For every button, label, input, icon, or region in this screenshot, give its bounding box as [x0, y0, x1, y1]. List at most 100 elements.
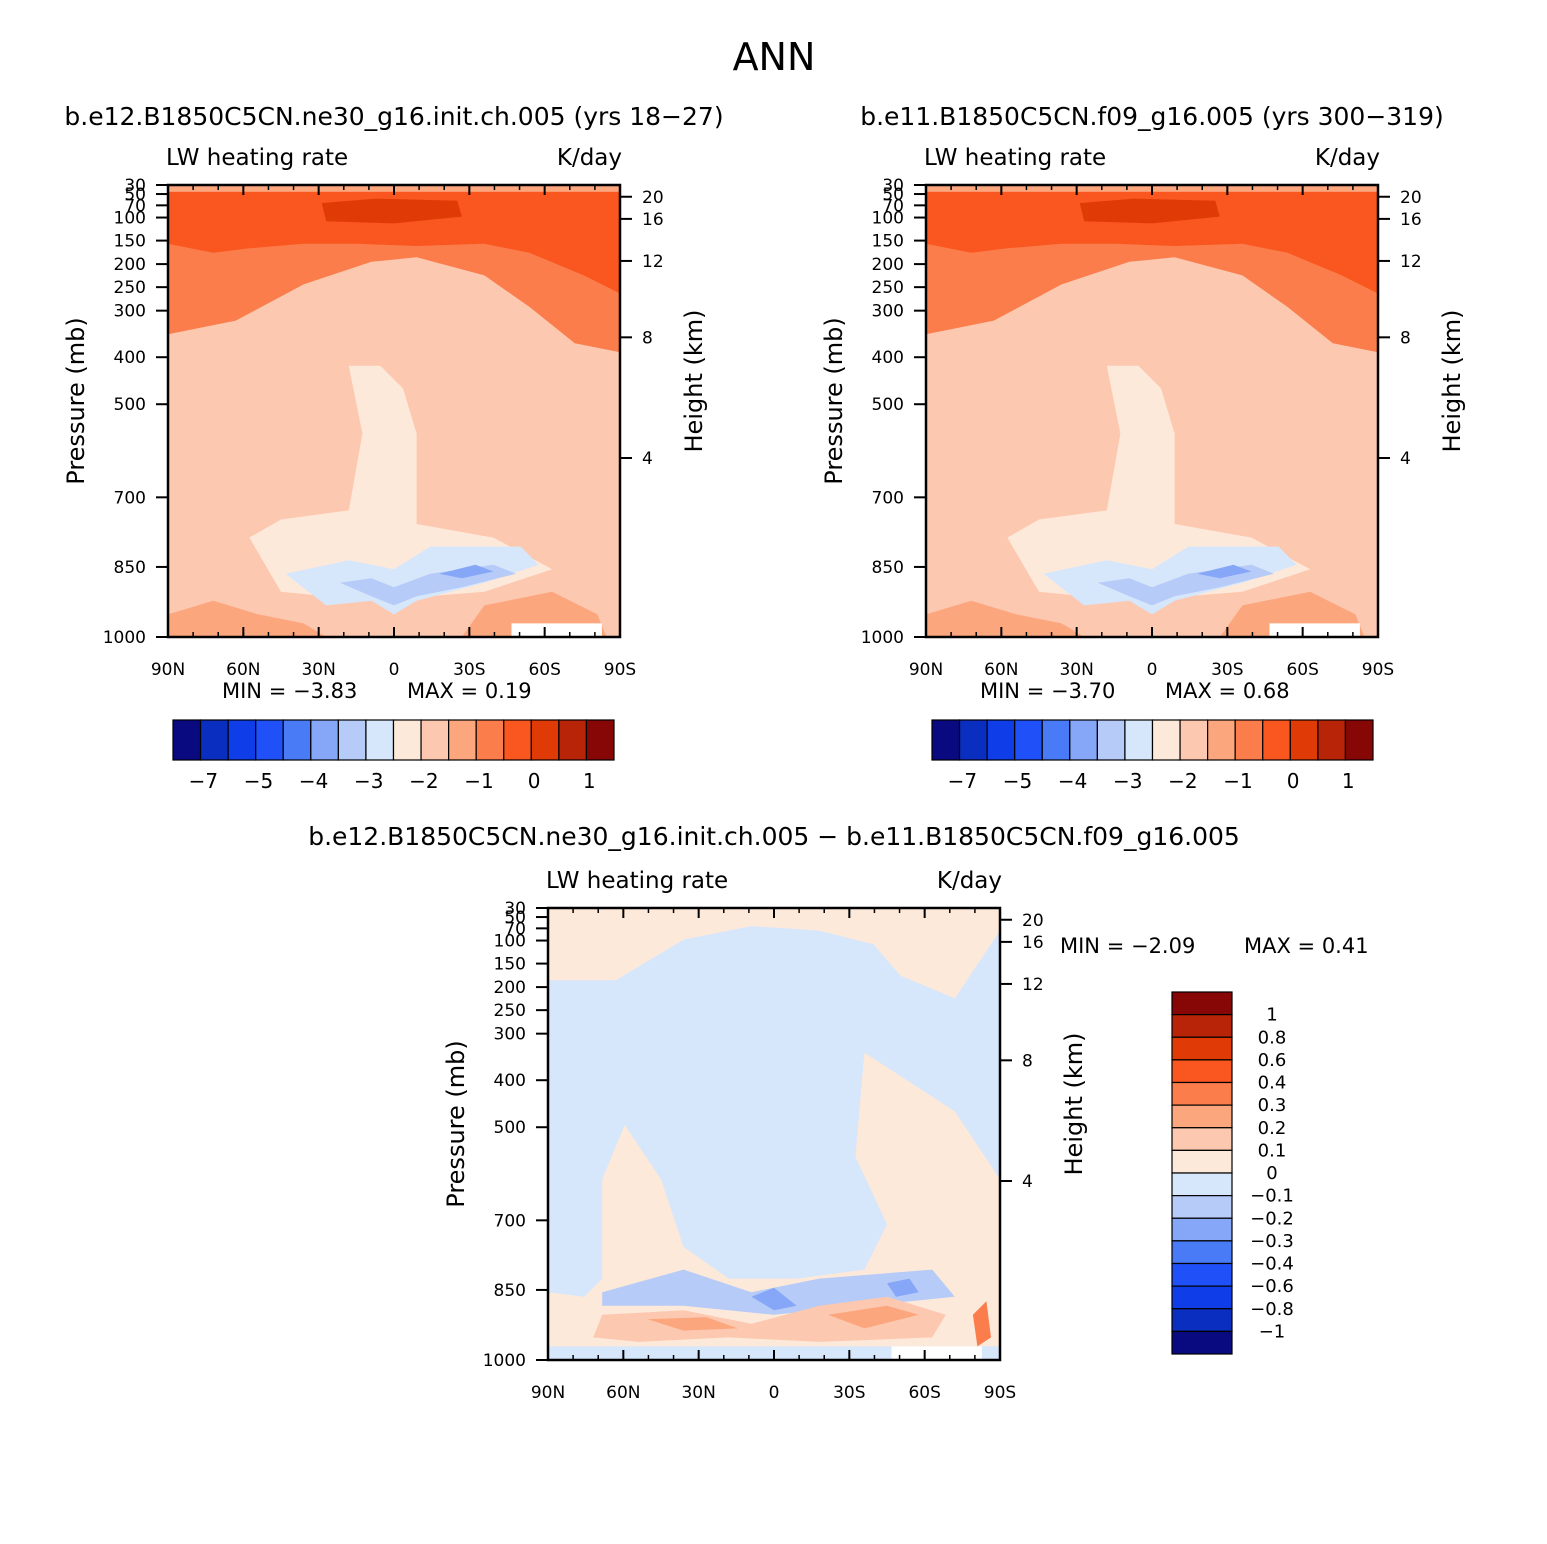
colorbar-swatch — [1171, 1195, 1233, 1219]
y-tick-label: 30 — [124, 176, 146, 196]
min-value: MIN = −2.09 — [1060, 934, 1195, 958]
y-tick-label: 70 — [504, 919, 526, 939]
max-value: MAX = 0.68 — [1165, 679, 1290, 703]
left-label: LW heating rate — [166, 145, 348, 171]
y-axis-title-right: Height (km) — [680, 310, 708, 453]
panel-difference: 90N 60N 30N 0 30S 60S 90S305070100150200250300… — [308, 822, 1368, 1403]
left-label: LW heating rate — [924, 145, 1106, 171]
contour-region — [548, 926, 1000, 1297]
min-value: MIN = −3.83 — [222, 679, 357, 703]
colorbar-swatch — [227, 719, 257, 761]
colorbar-label: −0.4 — [1250, 1254, 1294, 1275]
colorbar-label: 0.6 — [1258, 1050, 1287, 1071]
colorbar-swatch — [337, 719, 367, 761]
colorbar-swatch — [1171, 1149, 1233, 1174]
colorbar-swatch — [1171, 1172, 1233, 1197]
colorbar-swatch — [255, 719, 284, 761]
contour-region — [285, 546, 539, 615]
contour-region — [828, 1305, 919, 1329]
x-tick-label: 30N — [301, 660, 335, 680]
y-tick-label: 30 — [882, 176, 904, 196]
y-tick-label: 250 — [494, 1001, 526, 1021]
colorbar-swatch — [931, 719, 961, 761]
y-right-tick-label: 4 — [1400, 449, 1411, 469]
contour-region — [1197, 564, 1252, 579]
colorbar-label: −0.1 — [1250, 1186, 1294, 1207]
y-tick-label: 50 — [882, 185, 904, 205]
colorbar-label: −1 — [1259, 1321, 1286, 1342]
y-tick-label: 100 — [114, 209, 146, 229]
y-tick-label: 30 — [504, 899, 526, 919]
colorbar-label: −2 — [1168, 769, 1197, 793]
contour-region — [926, 191, 1378, 294]
colorbar-swatch — [1171, 1104, 1233, 1129]
colorbar-swatch — [1317, 719, 1347, 761]
page-title: ANN — [733, 35, 816, 79]
colorbar-label: 0.8 — [1258, 1027, 1287, 1048]
colorbar-label: 1 — [1266, 1005, 1277, 1026]
colorbar-swatch — [172, 719, 202, 761]
colorbar-swatch — [530, 719, 560, 761]
colorbar-label: −7 — [948, 769, 977, 793]
colorbar-swatch — [199, 719, 229, 761]
max-value: MAX = 0.41 — [1244, 934, 1369, 958]
colorbar-label: 0.1 — [1258, 1140, 1287, 1161]
y-tick-label: 700 — [872, 488, 904, 508]
colorbar-label: −0.3 — [1250, 1231, 1294, 1252]
colorbar-swatch — [1171, 1217, 1233, 1242]
y-right-tick-label: 12 — [642, 252, 664, 272]
contour-region — [593, 1296, 946, 1342]
left-label: LW heating rate — [546, 868, 728, 894]
colorbar-swatch — [392, 719, 422, 761]
colorbar-swatch — [1234, 719, 1264, 761]
colorbar-label: 0 — [1287, 769, 1300, 793]
y-tick-label: 400 — [114, 348, 146, 368]
y-axis-title: Pressure (mb) — [62, 317, 90, 484]
panel-model-a: 90N 60N 30N 0 30S 60S 90S305070100150200250300… — [62, 102, 724, 793]
y-tick-label: 700 — [114, 488, 146, 508]
y-tick-label: 200 — [494, 978, 526, 998]
contour-field — [168, 185, 620, 637]
colorbar-swatch — [958, 719, 988, 761]
y-right-tick-label: 16 — [642, 210, 664, 230]
y-axis-title: Pressure (mb) — [820, 317, 848, 484]
colorbar-swatch — [1041, 719, 1071, 761]
y-axis-title: Pressure (mb) — [442, 1040, 470, 1207]
x-tick-label: 90S — [984, 1383, 1016, 1403]
colorbar-swatch — [1171, 1308, 1233, 1332]
contour-region — [926, 600, 1085, 637]
units-label: K/day — [937, 868, 1002, 894]
colorbar-swatch — [1207, 719, 1236, 761]
y-right-tick-label: 16 — [1400, 210, 1422, 230]
units-label: K/day — [1315, 145, 1380, 171]
colorbar-swatch — [1344, 719, 1374, 761]
contour-region — [511, 623, 602, 637]
colorbar-label: 0 — [528, 769, 541, 793]
contour-region — [751, 1287, 797, 1311]
colorbar-label: −5 — [244, 769, 273, 793]
x-tick-label: 60S — [1286, 660, 1318, 680]
x-tick-label: 60N — [226, 660, 260, 680]
colorbar-label: −4 — [299, 769, 328, 793]
colorbar-swatch — [448, 719, 477, 761]
colorbar-swatch — [1171, 1081, 1233, 1106]
y-tick-label: 50 — [504, 908, 526, 928]
contour-region — [1269, 623, 1360, 637]
y-tick-label: 500 — [872, 395, 904, 415]
y-right-tick-label: 12 — [1022, 975, 1044, 995]
y-tick-label: 100 — [872, 209, 904, 229]
colorbar-label: 0 — [1266, 1163, 1277, 1184]
colorbar-swatch — [1151, 719, 1181, 761]
colorbar-label: 1 — [1342, 769, 1355, 793]
contour-region — [887, 1278, 919, 1297]
y-tick-label: 200 — [114, 255, 146, 275]
colorbar-label: 1 — [583, 769, 596, 793]
panel-title: b.e12.B1850C5CN.ne30_g16.init.ch.005 (yr… — [64, 102, 723, 131]
contour-field — [548, 908, 1000, 1360]
y-tick-label: 250 — [114, 278, 146, 298]
x-tick-label: 30N — [1059, 660, 1093, 680]
colorbar-swatch — [310, 719, 339, 761]
y-tick-label: 500 — [114, 395, 146, 415]
colorbar-label: −2 — [409, 769, 438, 793]
min-value: MIN = −3.70 — [980, 679, 1115, 703]
